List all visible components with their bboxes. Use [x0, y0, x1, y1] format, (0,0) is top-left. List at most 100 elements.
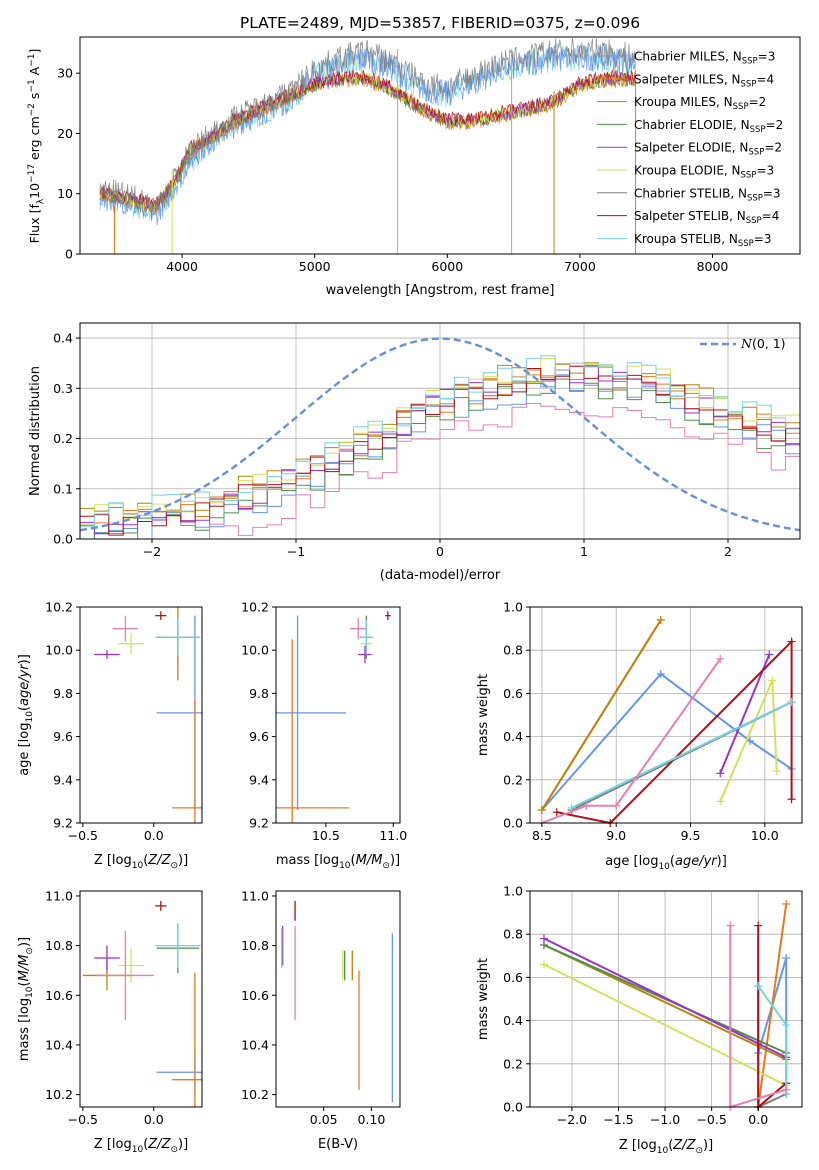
- x-tick-label: −0.5: [696, 1112, 726, 1127]
- label-part: −1: [27, 79, 37, 92]
- figure-title: PLATE=2489, MJD=53857, FIBERID=0375, z=0…: [240, 14, 640, 32]
- y-tick-label: 20: [57, 126, 73, 141]
- y-tick-label: 0.2: [503, 1056, 523, 1071]
- label-part: Chabrier STELIB, N: [634, 186, 747, 200]
- y-tick-label: 10: [57, 186, 73, 201]
- label-part: =2: [764, 141, 782, 155]
- y-axis-label: age [log10(age/yr)]: [17, 654, 35, 776]
- label-part: Kroupa STELIB, N: [634, 232, 738, 246]
- label-part: )]: [17, 937, 32, 947]
- label-part: Salpeter STELIB, N: [634, 209, 746, 223]
- label-part: M/M: [17, 955, 32, 982]
- y-tick-label: 1.0: [503, 884, 523, 899]
- label-part: −17: [27, 164, 37, 183]
- label-part: erg cm: [27, 116, 42, 164]
- x-tick-label: 0.0: [144, 828, 164, 843]
- label-part: Salpeter MILES, N: [634, 72, 741, 86]
- errorbar-series: [276, 611, 391, 823]
- label-part: SSP: [741, 171, 757, 181]
- mass-vs-metallicity-panel: −0.5 0.010.210.410.610.811.0Z [log10(Z/Z⊙…: [17, 888, 203, 1155]
- label-part: mass [log: [276, 853, 339, 868]
- spectrum-series-line: [99, 73, 636, 212]
- label-part: 10: [132, 861, 144, 871]
- y-tick-label: 9.2: [249, 816, 269, 831]
- x-tick-label: −1: [287, 544, 305, 559]
- label-part: (0, 1): [752, 336, 786, 351]
- errorbar-series: [82, 900, 202, 1107]
- x-tick-label: 0.0: [144, 1112, 164, 1127]
- weight-line: [541, 658, 722, 824]
- legend-entry: Salpeter ELODIE, NSSP=2: [634, 141, 782, 158]
- x-tick-label: 11.0: [379, 828, 407, 843]
- x-tick-label: 9.0: [606, 828, 626, 843]
- y-tick-label: 0.0: [503, 816, 523, 831]
- y-tick-label: 9.6: [53, 729, 73, 744]
- x-axis-label: wavelength [Angstrom, rest frame]: [326, 283, 555, 298]
- label-part: A: [27, 66, 42, 79]
- y-tick-label: 0.3: [53, 381, 73, 396]
- x-axis-label: Z [log10(Z/Z⊙)]: [94, 853, 188, 871]
- label-part: age [log: [17, 723, 32, 776]
- x-tick-label: 0.10: [357, 1112, 385, 1127]
- mass-vs-ebv-panel: 0.05 0.10 10.2 10.4 10.6 10.8 11.0 E(B-V): [241, 888, 401, 1152]
- label-part: 10: [27, 183, 42, 199]
- label-part: SSP: [738, 239, 754, 249]
- weight-vs-age-panel: 8.5 9.0 9.5 10.0 0.0 0.2 0.4 0.6 0.8 1.0 age [log1…: [476, 600, 803, 872]
- weight-line: [541, 672, 793, 811]
- label-part: ⊙: [695, 1146, 703, 1156]
- y-tick-label: 0.8: [503, 927, 523, 942]
- label-part: (: [17, 706, 32, 711]
- label-part: ⊙: [25, 947, 35, 955]
- y-tick-label: 0.4: [503, 1013, 523, 1028]
- label-part: (: [670, 854, 675, 869]
- label-part: 10: [657, 1146, 669, 1156]
- label-part: Chabrier MILES, N: [634, 50, 742, 64]
- label-part: SSP: [733, 102, 749, 112]
- x-tick-label: −1.5: [603, 1112, 633, 1127]
- label-part: (: [351, 853, 356, 868]
- y-tick-label: 11.0: [45, 888, 73, 903]
- normal-distribution-curve: [80, 337, 800, 532]
- label-part: =3: [758, 50, 776, 64]
- x-tick-label: 4000: [166, 259, 198, 274]
- label-part: =4: [762, 209, 780, 223]
- histogram-step: [80, 355, 800, 528]
- label-part: Flux [f: [27, 204, 42, 244]
- label-part: Z/Z: [147, 1137, 171, 1152]
- axes-frame: [79, 890, 203, 1108]
- label-part: (: [143, 1137, 148, 1152]
- y-tick-label: 0.2: [503, 772, 523, 787]
- axes-frame: [529, 606, 803, 824]
- legend-entry: Kroupa MILES, NSSP=2: [634, 95, 766, 112]
- label-part: Z/Z: [147, 853, 171, 868]
- label-part: =2: [766, 118, 784, 132]
- label-part: Z/Z: [672, 1138, 696, 1153]
- age-vs-mass-panel: 10.5 11.0 9.2 9.4 9.6 9.8 10.0 10.2 mass [log10(…: [241, 600, 407, 872]
- label-part: −1: [27, 54, 37, 67]
- y-tick-label: 0.0: [503, 1100, 523, 1115]
- label-part: (: [17, 981, 32, 986]
- y-tick-label: 10.6: [45, 988, 73, 1003]
- y-tick-label: 10.0: [241, 643, 269, 658]
- y-tick-label: 11.0: [241, 888, 269, 903]
- label-part: ⊙: [170, 861, 178, 871]
- x-tick-label: −0.5: [68, 1112, 98, 1127]
- x-tick-label: 10.5: [312, 828, 340, 843]
- label-part: age/yr: [17, 663, 32, 706]
- y-tick-label: 0.0: [53, 532, 73, 547]
- x-tick-label: 0: [436, 544, 444, 559]
- label-part: SSP: [748, 148, 764, 158]
- y-axis-label: Flux [fλ10−17 erg cm−2 s−1 A−1]: [27, 49, 46, 244]
- legend-entry: Salpeter MILES, NSSP=4: [634, 72, 774, 89]
- y-tick-label: 9.4: [53, 772, 73, 787]
- label-part: N: [740, 336, 753, 351]
- label-part: )]: [717, 854, 727, 869]
- label-part: ⊙: [170, 1145, 178, 1155]
- y-axis-label: mass weight: [476, 958, 491, 1040]
- y-tick-label: 10.2: [241, 1087, 269, 1102]
- label-part: )]: [390, 853, 400, 868]
- y-tick-label: 1.0: [503, 600, 523, 615]
- label-part: (: [668, 1138, 673, 1153]
- label-part: 10: [132, 1145, 144, 1155]
